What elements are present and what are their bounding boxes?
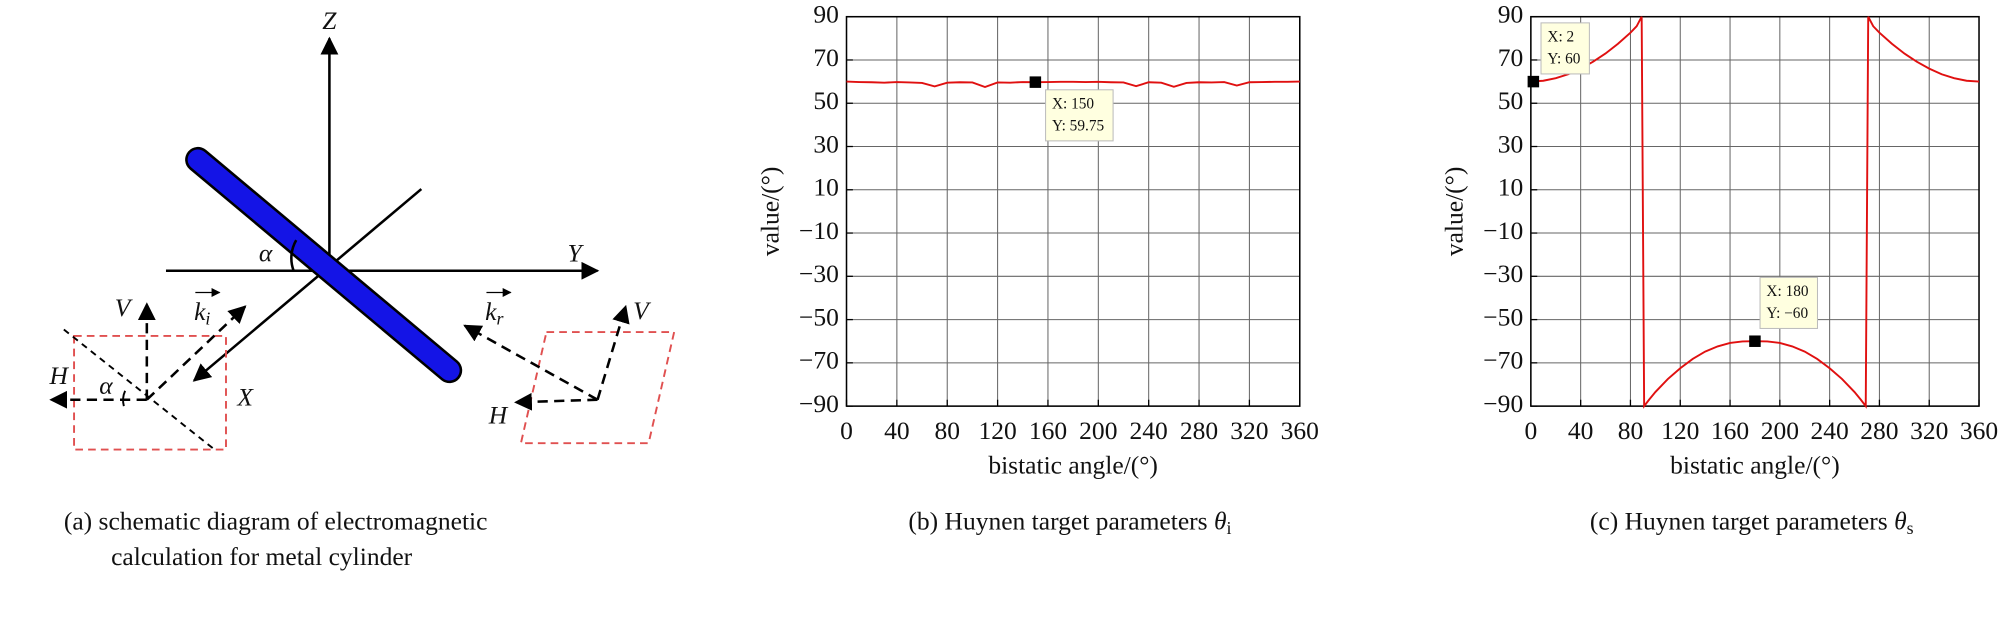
y-tick-label: −50 [799,302,839,331]
x-tick-label: 120 [1661,416,1699,445]
h-label: H [488,400,509,429]
y-tick-label: −10 [1483,216,1523,245]
angle-label: α [99,371,113,400]
alpha-arc [290,239,298,272]
h-label: H [49,361,70,390]
plot-frame [1530,15,1980,407]
y-tick-label: 10 [813,173,839,202]
datatip-text: Y: −60 [1766,305,1808,322]
datatip-box [1759,276,1818,329]
y-tick-label: 30 [813,129,839,158]
datatip-text: X: 180 [1766,283,1808,300]
reflected-plane [519,331,676,445]
y-tick-label: −10 [799,216,839,245]
vector-subscript: i [205,309,210,329]
caption-symbol: θ [1214,506,1227,535]
y-tick-label: −30 [799,259,839,288]
caption-symbol: θ [1894,506,1907,535]
axis-label: Y [567,238,584,267]
y-tick-label: −30 [1483,259,1523,288]
datatip-marker [1527,75,1540,88]
axis-label: Z [322,6,337,35]
plot-frame [845,15,1301,407]
h-arrow [514,392,598,411]
caption: (a) schematic diagram of electromagnetic [64,506,488,535]
x-tick-label: 0 [1524,416,1537,445]
caption: (b) Huynen target parameters θi [908,506,1231,538]
incident-cut [63,328,216,451]
x-tick-label: 160 [1029,416,1067,445]
x-tick-label: 80 [934,416,960,445]
datatip-text: X: 2 [1547,29,1574,46]
diagram [49,36,676,451]
caption-subscript: i [1227,518,1232,538]
datatip-box [1540,22,1590,75]
v-arrow [596,304,630,401]
x-tick-label: 240 [1130,416,1168,445]
data-line [846,80,1300,89]
x-tick-label: 200 [1761,416,1799,445]
y-tick-label: −70 [799,346,839,375]
x-tick-label: 160 [1711,416,1749,445]
x-tick-label: 320 [1230,416,1268,445]
datatip-box [1045,89,1114,142]
vector-label: kr [485,297,503,329]
y-axis-label: value/(°) [755,167,784,257]
datatip-text: Y: 59.75 [1052,117,1105,134]
caption-text: (b) Huynen target parameters [908,506,1214,535]
data-line [1530,16,1980,409]
datatip-text: Y: 60 [1547,50,1580,67]
datatip-text: X: 150 [1052,96,1094,113]
y-tick-label: 70 [1498,43,1524,72]
vector-symbol: k [194,297,206,326]
y-tick-label: 10 [1498,173,1524,202]
y-tick-label: −50 [1483,302,1523,331]
angle-label: α [259,238,273,267]
x-tick-label: 40 [1568,416,1594,445]
datatip-marker [1749,335,1761,347]
y-tick-label: 50 [1498,86,1524,115]
x-axis [192,188,423,382]
alpha-arc [122,390,127,407]
x-tick-label: 120 [978,416,1016,445]
x-tick-label: 320 [1910,416,1948,445]
x-tick-label: 80 [1618,416,1644,445]
x-tick-label: 360 [1281,416,1319,445]
vector-subscript: r [497,309,504,329]
x-tick-label: 280 [1180,416,1218,445]
y-axis-label: value/(°) [1440,167,1469,257]
y-tick-label: 50 [813,86,839,115]
y-tick-label: −90 [799,389,839,418]
v-label: V [633,296,652,325]
vector-label: ki [194,297,210,329]
x-axis-label: bistatic angle/(°) [1670,450,1840,479]
x-tick-label: 200 [1079,416,1117,445]
x-tick-label: 0 [840,416,853,445]
y-tick-label: 70 [813,43,839,72]
y-tick-label: 30 [1498,129,1524,158]
x-axis-label: bistatic angle/(°) [988,450,1158,479]
incident-plane [73,334,227,451]
y-tick-label: −70 [1483,346,1523,375]
vector-symbol: k [485,297,497,326]
y-tick-label: −90 [1483,389,1523,418]
datatip-marker [1029,76,1042,88]
kr-arrow [463,324,599,401]
caption-text: (c) Huynen target parameters [1590,506,1894,535]
ki-arrow [145,305,247,401]
x-tick-label: 240 [1810,416,1848,445]
y-tick-label: 90 [813,0,839,29]
caption: (c) Huynen target parameters θs [1590,506,1914,538]
cylinder [187,149,460,381]
v-label: V [115,293,134,322]
axis-label: X [236,383,254,412]
caption: calculation for metal cylinder [111,542,413,571]
y-tick-label: 90 [1498,0,1524,29]
caption-subscript: s [1907,518,1914,538]
x-tick-label: 40 [884,416,910,445]
x-tick-label: 280 [1860,416,1898,445]
x-tick-label: 360 [1960,416,1998,445]
